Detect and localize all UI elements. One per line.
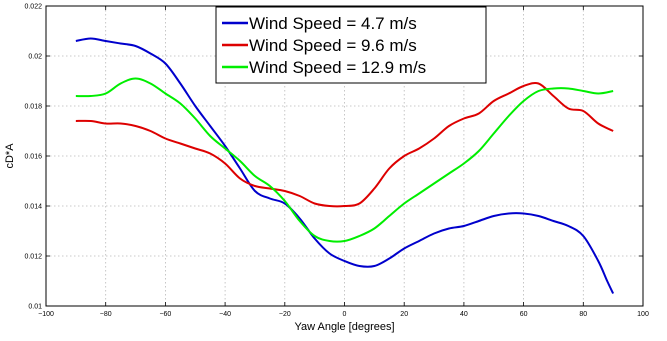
x-tick-label: 60 — [520, 311, 528, 318]
series-line-1 — [75, 37, 615, 294]
series-lines — [75, 37, 615, 294]
x-tick-label: 80 — [579, 311, 587, 318]
legend-box — [215, 6, 487, 84]
x-axis-label: Yaw Angle [degrees] — [294, 321, 394, 333]
x-tick-label: 20 — [400, 311, 408, 318]
x-tick-label: −80 — [100, 311, 112, 318]
legend-label: Wind Speed = 9.6 m/s — [249, 36, 417, 55]
legend-label: Wind Speed = 12.9 m/s — [249, 58, 426, 77]
x-tick-label: 100 — [637, 311, 649, 318]
x-tick-label: 0 — [343, 311, 347, 318]
axis-ticks: −100 −80 −60 −40 −20 0 20 40 60 80 100 0.01 0.012 0.0… — [24, 4, 648, 319]
y-tick-label: 0.018 — [24, 104, 42, 111]
x-tick-label: −40 — [219, 311, 231, 318]
y-tick-label: 0.02 — [28, 54, 42, 61]
grid — [46, 6, 643, 306]
series-line-3 — [75, 77, 614, 243]
y-tick-label: 0.014 — [24, 204, 42, 211]
legend-label: Wind Speed = 4.7 m/s — [249, 14, 417, 33]
series-line-2 — [75, 81, 614, 208]
y-axis-label: cD*A — [4, 143, 16, 169]
x-tick-label: −60 — [159, 311, 171, 318]
y-tick-label: 0.016 — [24, 154, 42, 161]
x-tick-label: 40 — [460, 311, 468, 318]
legend: Wind Speed = 4.7 m/s Wind Speed = 9.6 m/s… — [215, 6, 487, 84]
y-tick-label: 0.022 — [24, 4, 42, 11]
y-tick-label: 0.01 — [28, 304, 42, 311]
x-tick-label: −100 — [38, 311, 54, 318]
y-tick-label: 0.012 — [24, 254, 42, 261]
x-tick-label: −20 — [279, 311, 291, 318]
